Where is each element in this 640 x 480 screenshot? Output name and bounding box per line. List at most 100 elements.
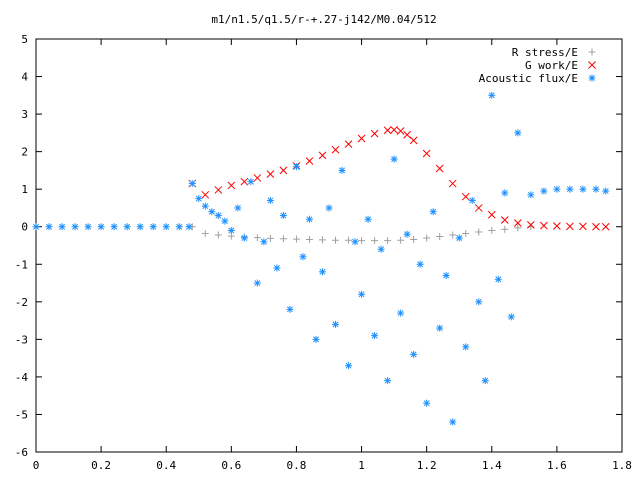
- y-tick-label: -5: [15, 408, 28, 421]
- data-point: [507, 313, 515, 321]
- data-point: [214, 211, 222, 219]
- data-point: [579, 185, 587, 193]
- data-point: [305, 157, 314, 165]
- data-point: [201, 190, 210, 199]
- data-point: [461, 192, 470, 201]
- data-point: [312, 335, 320, 343]
- data-point: [253, 279, 261, 287]
- data-point: [325, 204, 333, 212]
- data-point: [214, 186, 223, 194]
- x-tick-label: 0.2: [91, 459, 111, 472]
- data-point: [32, 223, 40, 231]
- data-point: [260, 238, 268, 246]
- data-point: [357, 134, 366, 143]
- data-point: [474, 204, 483, 212]
- data-point: [409, 136, 418, 145]
- data-point: [266, 234, 274, 242]
- data-point: [292, 235, 300, 243]
- data-point: [383, 126, 392, 135]
- data-point: [475, 298, 483, 306]
- data-point: [345, 362, 353, 370]
- data-point: [422, 149, 431, 158]
- data-point: [299, 253, 307, 261]
- y-tick-label: -1: [15, 258, 28, 271]
- data-point: [592, 222, 600, 231]
- data-point: [416, 260, 424, 268]
- legend-label: G work/E: [525, 59, 578, 72]
- data-point: [253, 234, 261, 242]
- x-tick-label: 1.2: [417, 459, 437, 472]
- data-point: [279, 211, 287, 219]
- data-point: [579, 222, 587, 231]
- data-point: [185, 223, 193, 231]
- chart-title: m1/n1.5/q1.5/r-+.27-j142/M0.04/512: [211, 13, 436, 26]
- data-point: [481, 377, 489, 385]
- data-point: [488, 91, 496, 99]
- x-tick-label: 1.6: [547, 459, 567, 472]
- data-point: [188, 180, 196, 188]
- data-point: [526, 220, 535, 229]
- data-point: [384, 237, 392, 245]
- x-tick-label: 1.8: [612, 459, 632, 472]
- series-layer: [32, 91, 610, 426]
- data-point: [227, 181, 236, 190]
- y-tick-label: 4: [21, 71, 28, 84]
- y-tick-label: -3: [15, 333, 28, 346]
- data-point: [436, 232, 444, 240]
- data-point: [435, 164, 444, 173]
- plot-frame: [35, 38, 623, 453]
- legend-label: R stress/E: [512, 46, 578, 59]
- data-point: [332, 236, 340, 244]
- x-tick-label: 0.8: [287, 459, 307, 472]
- data-point: [553, 185, 561, 193]
- data-point: [58, 223, 66, 231]
- legend-label: Acoustic flux/E: [479, 72, 578, 85]
- data-point: [448, 179, 457, 188]
- data-point: [527, 191, 535, 199]
- data-point: [553, 222, 561, 230]
- data-point: [513, 219, 522, 227]
- data-point: [305, 215, 313, 223]
- data-point: [208, 208, 216, 216]
- y-tick-label: 0: [21, 221, 28, 234]
- data-point: [397, 236, 405, 244]
- data-point: [279, 166, 288, 175]
- data-point: [305, 235, 313, 243]
- data-point: [488, 226, 496, 234]
- data-point: [45, 223, 53, 231]
- data-point: [403, 230, 411, 238]
- x-tick-label: 1.4: [482, 459, 502, 472]
- data-point: [201, 202, 209, 210]
- data-point: [292, 163, 300, 171]
- data-point: [370, 129, 379, 138]
- data-point: [266, 170, 275, 179]
- data-point: [240, 234, 248, 242]
- data-point: [468, 196, 476, 204]
- data-point: [410, 350, 418, 358]
- data-point: [540, 187, 548, 195]
- x-tick-label: 0.4: [156, 459, 176, 472]
- data-point: [136, 223, 144, 231]
- data-point: [364, 215, 372, 223]
- data-point: [487, 210, 496, 219]
- data-point: [475, 228, 483, 236]
- data-point: [175, 223, 183, 231]
- series-1: [188, 126, 610, 231]
- data-point: [390, 126, 398, 134]
- data-point: [227, 226, 235, 234]
- y-tick-label: 2: [21, 146, 28, 159]
- data-point: [449, 231, 457, 239]
- y-tick-label: 5: [21, 33, 28, 46]
- data-point: [384, 377, 392, 385]
- y-tick-label: 1: [21, 183, 28, 196]
- y-tick-label: 3: [21, 108, 28, 121]
- data-point: [344, 140, 353, 148]
- data-point: [540, 221, 548, 230]
- data-point: [97, 223, 105, 231]
- data-point: [214, 231, 222, 239]
- data-point: [345, 236, 353, 244]
- data-point: [358, 290, 366, 298]
- data-point: [442, 272, 450, 280]
- series-2: [32, 91, 610, 426]
